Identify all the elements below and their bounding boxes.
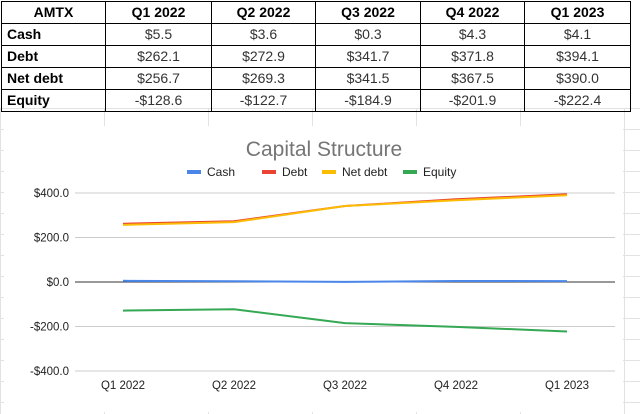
table-cell[interactable]: $256.7 [105, 67, 212, 90]
table-header-cell[interactable]: Q2 2022 [211, 1, 316, 24]
table-cell[interactable]: -$128.6 [105, 89, 212, 112]
series-line-cash[interactable] [122, 279, 568, 283]
legend-swatch [262, 170, 276, 174]
table-cell[interactable]: $341.7 [315, 45, 421, 68]
legend-swatch [322, 170, 336, 174]
table-cell[interactable]: $367.5 [420, 67, 525, 90]
table-row: Equity -$128.6 -$122.7 -$184.9 -$201.9 -… [1, 89, 631, 112]
legend-label[interactable]: Cash [207, 165, 235, 179]
table-cell[interactable]: $3.6 [211, 23, 316, 46]
table-cell[interactable]: $371.8 [420, 45, 525, 68]
x-tick-label: Q2 2022 [212, 380, 256, 392]
legend-swatch [403, 170, 417, 174]
chart-axes: $400.0 $200.0 $0.0 -$200.0 -$400.0 Q1 2022 Q2 … [30, 188, 615, 392]
table-header-cell[interactable]: Q3 2022 [315, 1, 421, 24]
table-header-cell[interactable]: Q1 2023 [524, 1, 631, 24]
series-line-net-debt[interactable] [122, 194, 568, 226]
table-cell[interactable]: -$222.4 [524, 89, 631, 112]
data-table: AMTX Q1 2022 Q2 2022 Q3 2022 Q4 2022 Q1 … [1, 1, 631, 112]
table-cell[interactable]: -$201.9 [420, 89, 525, 112]
y-tick-label: $400.0 [34, 188, 69, 200]
table-cell[interactable]: $4.3 [420, 23, 525, 46]
row-label-cell[interactable]: Cash [1, 23, 106, 46]
x-tick-label: Q3 2022 [323, 380, 367, 392]
chart-series-group [122, 193, 568, 333]
x-tick-label: Q1 2023 [545, 380, 589, 392]
table-cell[interactable]: -$184.9 [315, 89, 421, 112]
table-header-cell[interactable]: AMTX [1, 1, 106, 24]
legend-swatch [187, 170, 201, 174]
y-tick-label: $200.0 [34, 233, 69, 245]
series-line-equity[interactable] [122, 308, 568, 333]
table-row: Debt $262.1 $272.9 $341.7 $371.8 $394.1 [1, 45, 631, 68]
y-tick-label: -$200.0 [30, 322, 69, 334]
table-cell[interactable]: $0.3 [315, 23, 421, 46]
table-cell[interactable]: $394.1 [524, 45, 631, 68]
row-label-cell[interactable]: Equity [1, 89, 106, 112]
table-cell[interactable]: $269.3 [211, 67, 316, 90]
chart-title: Capital Structure [246, 138, 402, 161]
y-tick-label: -$400.0 [30, 366, 69, 378]
y-tick-label: $0.0 [47, 277, 69, 289]
table-header-row: AMTX Q1 2022 Q2 2022 Q3 2022 Q4 2022 Q1 … [1, 1, 631, 24]
table-cell[interactable]: $4.1 [524, 23, 631, 46]
table-cell[interactable]: $390.0 [524, 67, 631, 90]
table-cell[interactable]: -$122.7 [211, 89, 316, 112]
chart-container[interactable]: Capital Structure Cash Debt Net debt Equity… [4, 126, 623, 412]
line-chart: Capital Structure Cash Debt Net debt Equity… [30, 138, 615, 392]
chart-legend: Cash Debt Net debt Equity [187, 165, 456, 179]
row-label-cell[interactable]: Debt [1, 45, 106, 68]
table-header-cell[interactable]: Q1 2022 [105, 1, 212, 24]
table-row: Net debt $256.7 $269.3 $341.5 $367.5 $39… [1, 67, 631, 90]
table-cell[interactable]: $272.9 [211, 45, 316, 68]
table-header-cell[interactable]: Q4 2022 [420, 1, 525, 24]
table-cell[interactable]: $262.1 [105, 45, 212, 68]
legend-label[interactable]: Equity [423, 165, 456, 179]
legend-label[interactable]: Net debt [342, 165, 388, 179]
legend-label[interactable]: Debt [282, 165, 308, 179]
table-row: Cash $5.5 $3.6 $0.3 $4.3 $4.1 [1, 23, 631, 46]
table-cell[interactable]: $5.5 [105, 23, 212, 46]
x-tick-label: Q4 2022 [434, 380, 478, 392]
table-cell[interactable]: $341.5 [315, 67, 421, 90]
x-tick-label: Q1 2022 [101, 380, 145, 392]
row-label-cell[interactable]: Net debt [1, 67, 106, 90]
